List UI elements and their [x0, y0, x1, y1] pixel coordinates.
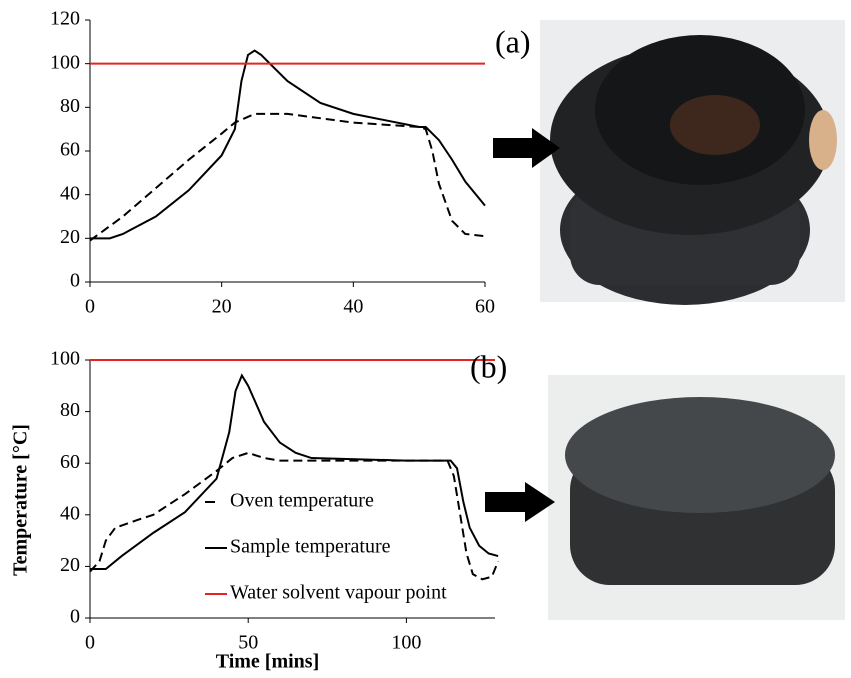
- y-tick-label: 60: [60, 451, 80, 473]
- y-tick-label: 100: [50, 51, 80, 73]
- x-axis-label: Time [mins]: [216, 651, 320, 673]
- y-tick-label: 60: [60, 139, 80, 161]
- y-tick-label: 120: [50, 8, 80, 30]
- y-tick-label: 0: [70, 606, 80, 628]
- y-tick-label: 80: [60, 95, 80, 117]
- x-tick-label: 0: [85, 632, 95, 654]
- panel-label: (b): [470, 348, 507, 384]
- photo-a: [540, 20, 845, 305]
- series-line: [90, 51, 485, 239]
- arrow: [485, 482, 555, 522]
- x-tick-label: 20: [212, 296, 232, 318]
- y-tick-label: 20: [60, 554, 80, 576]
- y-axis-label: Temperature [°C]: [10, 424, 32, 576]
- x-tick-label: 100: [391, 632, 421, 654]
- x-tick-label: 0: [85, 296, 95, 318]
- series-line: [90, 453, 498, 579]
- legend-label: Oven temperature: [230, 490, 374, 512]
- y-tick-label: 40: [60, 502, 80, 524]
- legend-label: Sample temperature: [230, 536, 391, 558]
- photo-b: [548, 375, 845, 620]
- panel-label: (a): [495, 23, 531, 59]
- legend-label: Water solvent vapour point: [230, 582, 447, 604]
- series-line: [90, 114, 485, 241]
- y-tick-label: 100: [50, 348, 80, 370]
- y-tick-label: 40: [60, 182, 80, 204]
- figure: 0204060801001200204060(a)020406080100050…: [0, 0, 851, 678]
- x-tick-label: 60: [475, 296, 495, 318]
- y-tick-label: 80: [60, 399, 80, 421]
- x-tick-label: 40: [343, 296, 363, 318]
- y-tick-label: 0: [70, 270, 80, 292]
- y-tick-label: 20: [60, 226, 80, 248]
